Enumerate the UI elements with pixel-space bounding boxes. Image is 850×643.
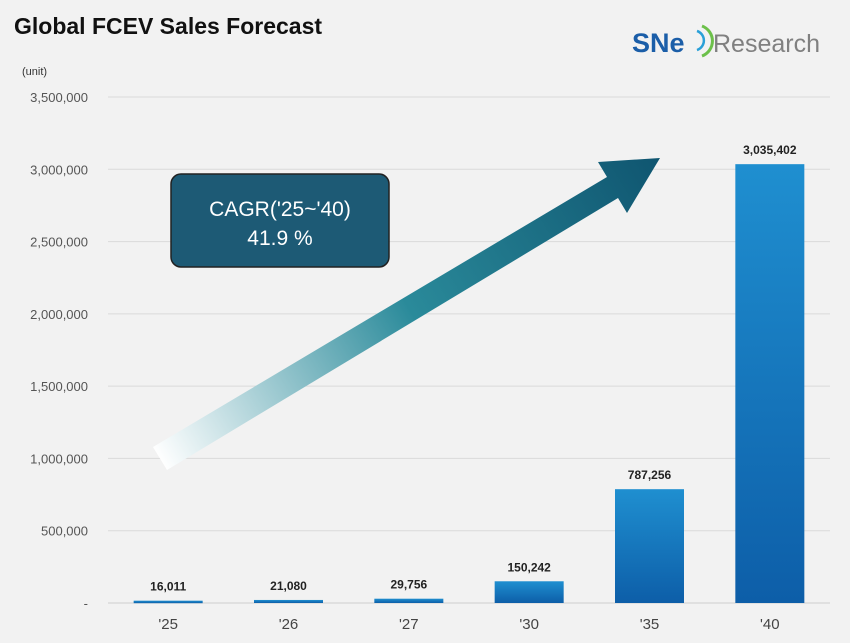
data-label: 150,242: [507, 560, 551, 574]
data-label: 787,256: [628, 468, 672, 482]
logo-arc-icon: [701, 24, 714, 58]
y-tick-label: 2,000,000: [30, 307, 88, 322]
logo-arc-inner-icon: [696, 29, 706, 52]
bar: [254, 599, 323, 603]
x-tick-label: '35: [640, 616, 660, 633]
y-tick-label: 3,500,000: [30, 90, 88, 105]
logo-research: Research: [713, 30, 820, 58]
data-label: 16,011: [150, 580, 186, 594]
y-tick-label: 1,500,000: [30, 379, 88, 394]
growth-arrow: [153, 158, 660, 470]
x-tick-label: '30: [519, 616, 539, 633]
x-tick-label: '25: [158, 616, 178, 633]
bar: [133, 600, 203, 604]
y-tick-label: 3,000,000: [30, 162, 88, 177]
bar: [374, 598, 444, 603]
arrow-icon: [153, 158, 660, 470]
bar: [735, 164, 805, 603]
data-label: 3,035,402: [743, 143, 797, 157]
bar: [615, 489, 684, 603]
chart-title: Global FCEV Sales Forecast: [14, 13, 322, 39]
y-tick-label: 1,000,000: [30, 451, 88, 466]
cagr-label: CAGR('25~'40): [209, 198, 351, 221]
data-label: 21,080: [270, 579, 307, 593]
y-tick-label: 500,000: [41, 524, 88, 539]
x-tick-label: '26: [279, 616, 299, 633]
y-tick-label: 2,500,000: [30, 235, 88, 250]
x-tick-label: '40: [760, 616, 780, 633]
cagr-box: CAGR('25~'40) 41.9 %: [170, 173, 390, 268]
x-tick-label: '27: [399, 616, 419, 633]
logo: SNe Research: [632, 24, 820, 58]
y-tick-label: -: [84, 596, 88, 611]
unit-label: (unit): [22, 66, 47, 78]
logo-sne: SNe: [632, 28, 685, 58]
data-label: 29,756: [390, 578, 427, 592]
cagr-value: 41.9 %: [247, 227, 312, 250]
bar: [494, 581, 564, 603]
